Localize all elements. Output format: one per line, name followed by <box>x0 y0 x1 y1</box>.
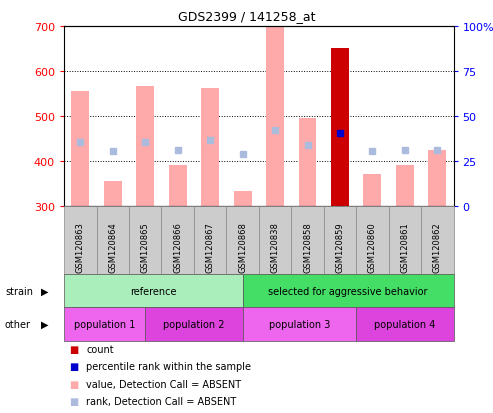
Text: ▶: ▶ <box>40 286 48 296</box>
Text: ■: ■ <box>69 396 78 406</box>
Text: population 1: population 1 <box>74 319 136 329</box>
Bar <box>299 119 317 206</box>
Text: GSM120862: GSM120862 <box>433 222 442 273</box>
Text: GDS2399 / 141258_at: GDS2399 / 141258_at <box>178 10 315 23</box>
Text: ■: ■ <box>69 379 78 389</box>
Text: GSM120867: GSM120867 <box>206 222 214 273</box>
Bar <box>201 88 219 206</box>
Bar <box>234 192 251 206</box>
Text: population 4: population 4 <box>374 319 435 329</box>
Text: population 2: population 2 <box>163 319 225 329</box>
Bar <box>136 87 154 206</box>
Text: GSM120863: GSM120863 <box>76 222 85 273</box>
Bar <box>104 182 122 206</box>
Text: GSM120860: GSM120860 <box>368 222 377 273</box>
Text: population 3: population 3 <box>269 319 330 329</box>
Text: strain: strain <box>5 286 33 296</box>
Text: value, Detection Call = ABSENT: value, Detection Call = ABSENT <box>86 379 242 389</box>
Text: percentile rank within the sample: percentile rank within the sample <box>86 361 251 371</box>
Text: GSM120864: GSM120864 <box>108 222 117 273</box>
Bar <box>266 27 284 206</box>
Text: other: other <box>5 319 31 329</box>
Bar <box>363 174 382 206</box>
Bar <box>169 166 187 206</box>
Text: ■: ■ <box>69 361 78 371</box>
Text: reference: reference <box>130 286 176 296</box>
Text: rank, Detection Call = ABSENT: rank, Detection Call = ABSENT <box>86 396 237 406</box>
Text: GSM120865: GSM120865 <box>141 222 150 273</box>
Text: GSM120861: GSM120861 <box>400 222 409 273</box>
Text: ▶: ▶ <box>40 319 48 329</box>
Text: ■: ■ <box>69 344 78 354</box>
Bar <box>331 49 349 206</box>
Text: count: count <box>86 344 114 354</box>
Bar <box>71 92 89 206</box>
Text: GSM120868: GSM120868 <box>238 222 247 273</box>
Bar <box>396 166 414 206</box>
Text: GSM120859: GSM120859 <box>335 222 345 273</box>
Text: selected for aggressive behavior: selected for aggressive behavior <box>268 286 428 296</box>
Text: GSM120838: GSM120838 <box>271 222 280 273</box>
Text: GSM120858: GSM120858 <box>303 222 312 273</box>
Text: GSM120866: GSM120866 <box>173 222 182 273</box>
Bar <box>428 150 446 206</box>
